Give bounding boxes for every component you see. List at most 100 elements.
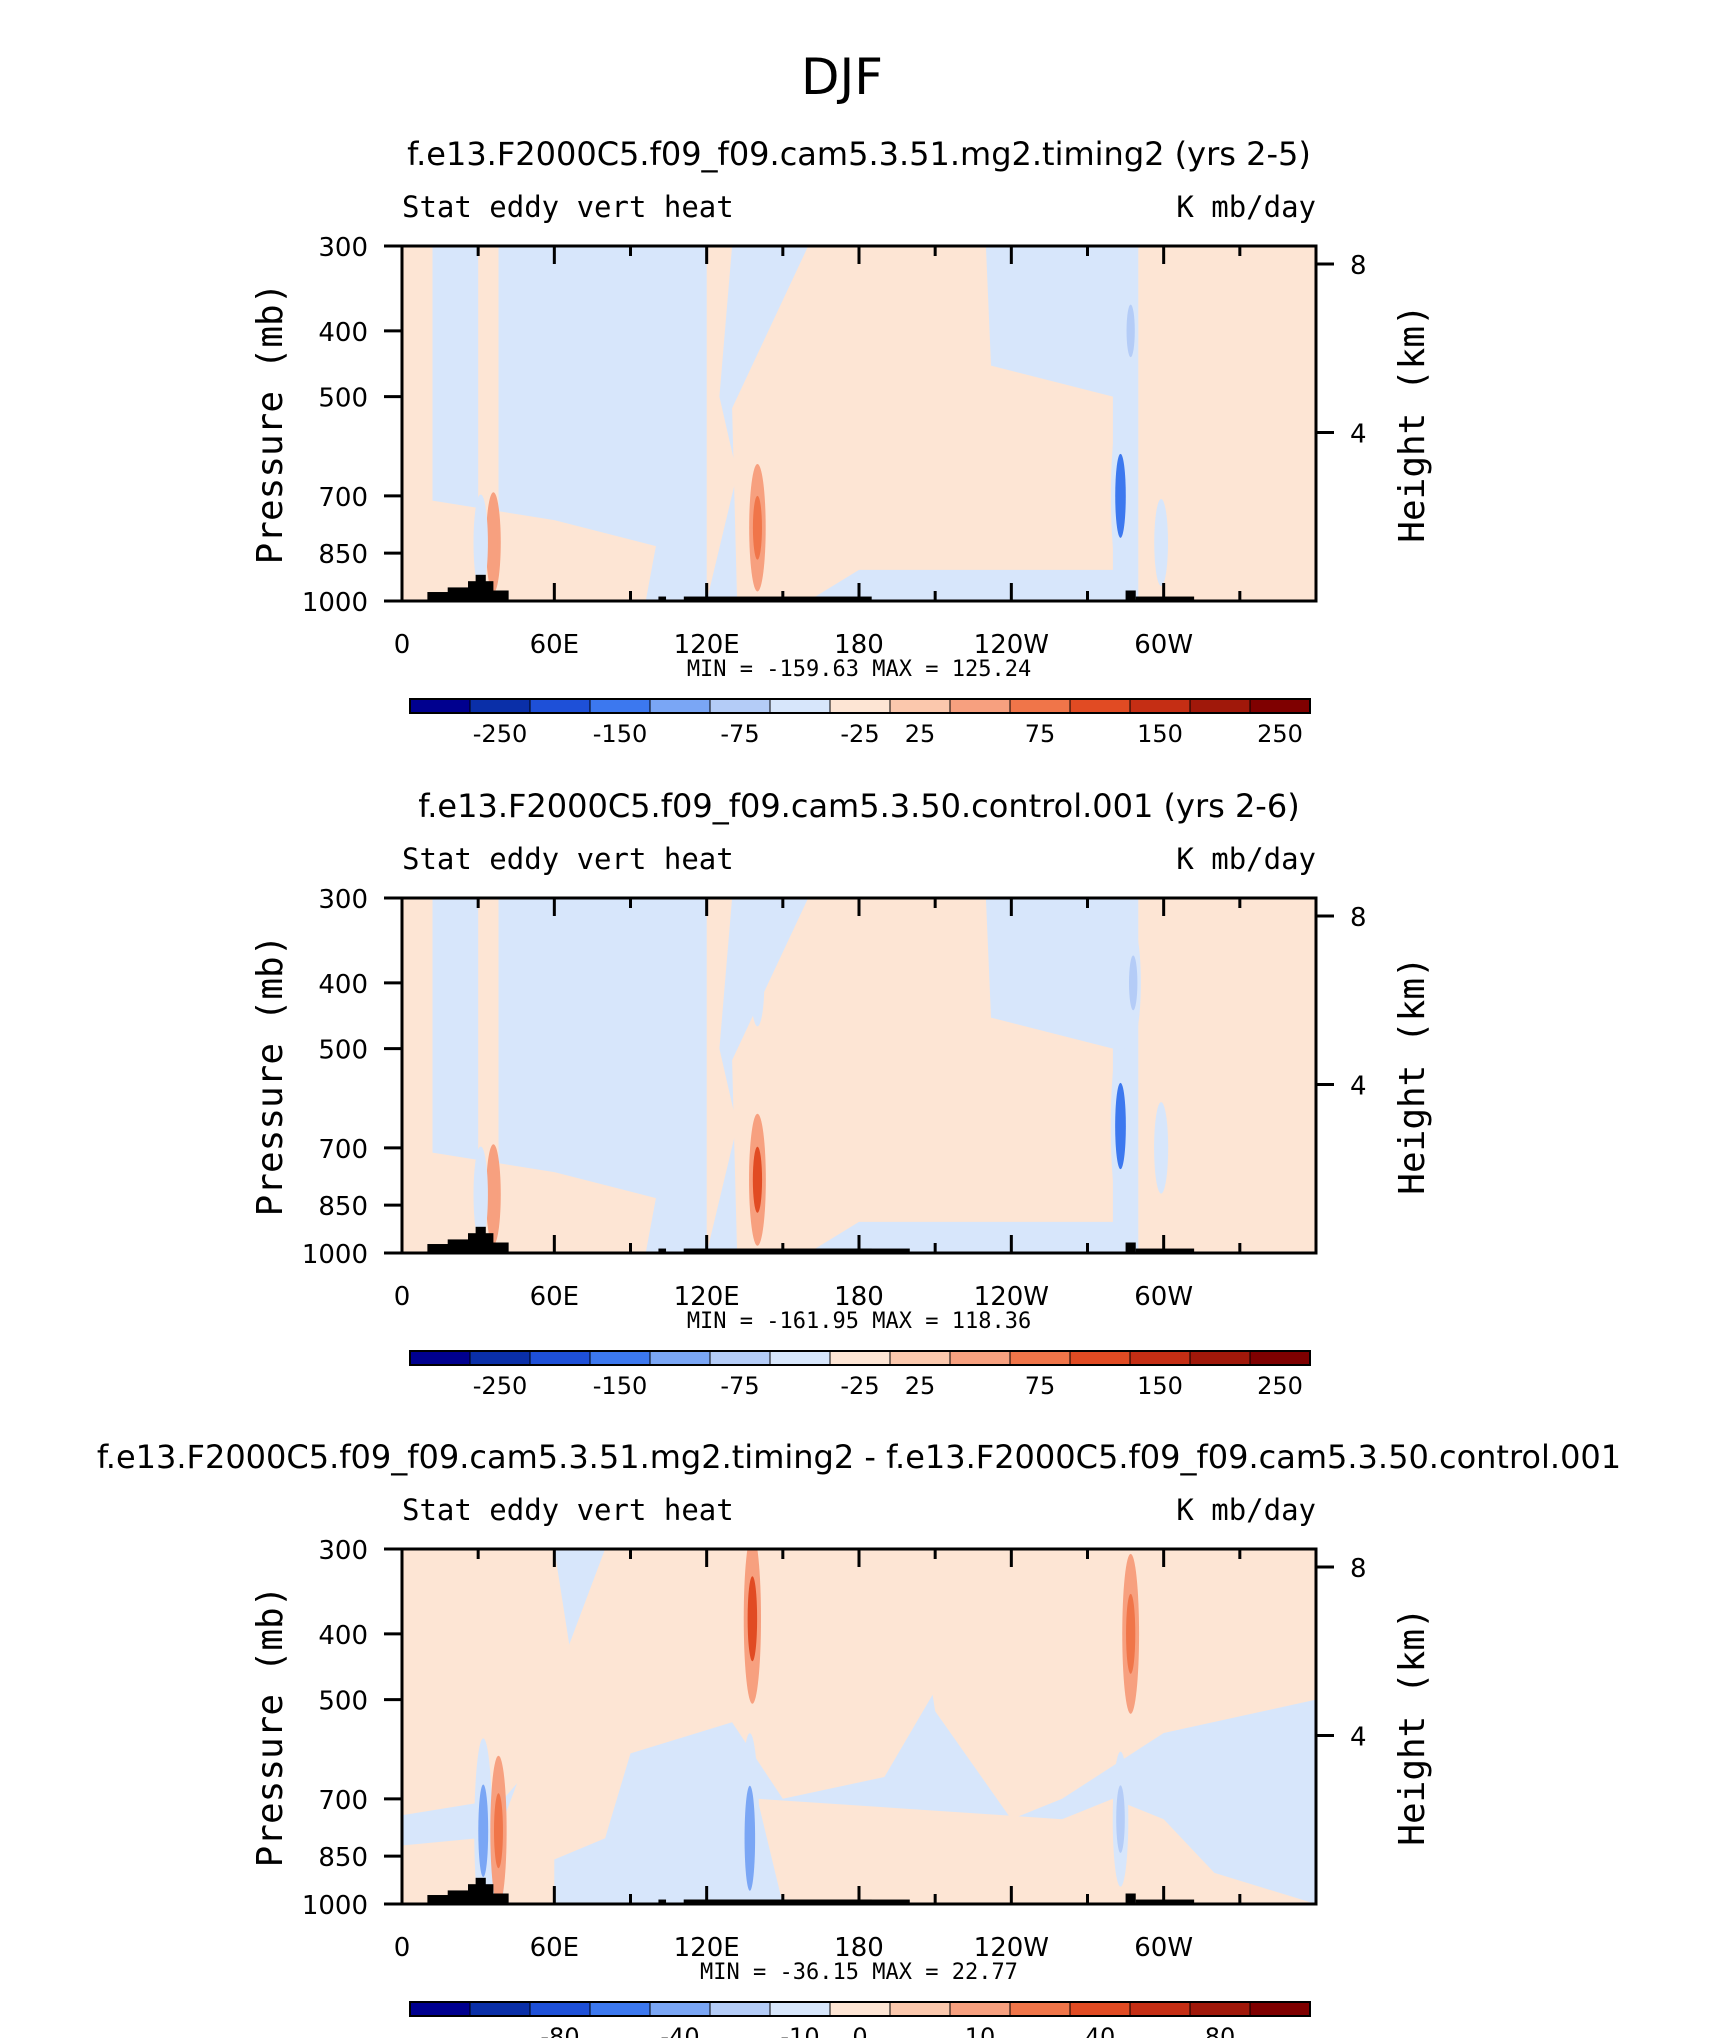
colorbar-label: 0 <box>852 2023 867 2038</box>
colorbar-label: -150 <box>593 1372 647 1400</box>
x-tick-label: 120W <box>974 1282 1049 1312</box>
colorbar-box <box>469 2001 531 2017</box>
colorbar-label: 25 <box>905 1372 936 1400</box>
colorbar-label: -25 <box>840 720 879 748</box>
colorbar-label: 40 <box>1085 2023 1116 2038</box>
terrain-block <box>1125 1893 1136 1904</box>
contour-feature-core <box>493 1793 503 1869</box>
colorbar-box <box>409 1350 471 1366</box>
y-axis-label: Pressure (mb) <box>250 283 291 565</box>
x-tick-label: 120E <box>674 1933 740 1963</box>
colorbar-box <box>1189 698 1251 714</box>
colorbar-label: 150 <box>1137 720 1183 748</box>
y-tick-label: 850 <box>318 540 368 570</box>
colorbar-box <box>1009 2001 1071 2017</box>
colorbar-label: -25 <box>840 1372 879 1400</box>
contour-feature-core <box>1128 955 1138 1011</box>
colorbar-box <box>589 698 651 714</box>
positive-region <box>1138 898 1316 1253</box>
colorbar-box <box>1249 698 1311 714</box>
colorbar-box <box>769 2001 831 2017</box>
y-tick-label: 850 <box>318 1192 368 1222</box>
colorbar-box <box>949 698 1011 714</box>
colorbar-box <box>409 698 471 714</box>
contour-feature-core <box>1126 304 1135 358</box>
contour-feature-core <box>747 1576 758 1662</box>
colorbar-box <box>1189 1350 1251 1366</box>
figure-title: DJF <box>801 48 883 106</box>
terrain-block <box>490 1893 509 1904</box>
colorbar-label: 75 <box>1025 1372 1056 1400</box>
colorbar-label: 10 <box>965 2023 996 2038</box>
y-tick-label: 500 <box>318 384 368 414</box>
colorbar-box <box>1249 2001 1311 2017</box>
contour-feature-core <box>1115 1082 1126 1170</box>
x-tick-label: 120W <box>974 630 1049 660</box>
terrain-block <box>475 1226 486 1253</box>
y2-tick-label: 8 <box>1350 1554 1367 1584</box>
x-tick-label: 60W <box>1134 1282 1193 1312</box>
contour-feature-core <box>1126 1593 1136 1674</box>
y2-tick-label: 8 <box>1350 903 1367 933</box>
colorbar-box <box>649 1350 711 1366</box>
min-max-stats: MIN = -161.95 MAX = 118.36 <box>687 1309 1031 1334</box>
colorbar-box <box>949 2001 1011 2017</box>
terrain-block <box>475 1877 486 1904</box>
colorbar-box <box>829 698 891 714</box>
colorbar-box <box>889 1350 951 1366</box>
colorbar-label: 150 <box>1137 1372 1183 1400</box>
colorbar-box <box>709 2001 771 2017</box>
contour-feature-core <box>489 1169 498 1220</box>
y-tick-label: 400 <box>318 1621 368 1651</box>
terrain-block <box>447 1239 474 1253</box>
colorbar-box <box>649 698 711 714</box>
colorbar-box <box>589 1350 651 1366</box>
x-tick-label: 0 <box>394 630 411 660</box>
colorbar-box <box>1009 1350 1071 1366</box>
colorbar-box <box>589 2001 651 2017</box>
terrain-block <box>490 1242 509 1253</box>
colorbar-box <box>829 2001 891 2017</box>
colorbar-box <box>829 1350 891 1366</box>
colorbar-box <box>529 1350 591 1366</box>
colorbar-label: -250 <box>473 1372 527 1400</box>
x-tick-label: 0 <box>394 1933 411 1963</box>
colorbar-box <box>409 2001 471 2017</box>
terrain-block <box>447 1890 474 1904</box>
contour-feature-core <box>752 1146 763 1213</box>
colorbar-box <box>949 1350 1011 1366</box>
colorbar-label: -10 <box>780 2023 819 2038</box>
colorbar-label: 80 <box>1205 2023 1236 2038</box>
colorbar-label: 250 <box>1257 720 1303 748</box>
y-tick-label: 700 <box>318 483 368 513</box>
terrain-block <box>683 596 783 601</box>
terrain-block <box>782 596 872 601</box>
colorbar-box <box>1129 698 1191 714</box>
x-tick-label: 0 <box>394 1282 411 1312</box>
panel-3: f.e13.F2000C5.f09_f09.cam5.3.51.mg2.timi… <box>97 1438 1621 2038</box>
colorbar-label: 25 <box>905 720 936 748</box>
contour-field <box>402 898 1316 1253</box>
variable-label: Stat eddy vert heat <box>402 842 734 876</box>
y-tick-label: 300 <box>318 885 368 915</box>
contour-feature-core <box>478 1784 489 1877</box>
colorbar-label: -250 <box>473 720 527 748</box>
y-tick-label: 1000 <box>302 1891 368 1921</box>
colorbar-label: 250 <box>1257 1372 1303 1400</box>
colorbar-box <box>769 1350 831 1366</box>
colorbar-box <box>1189 2001 1251 2017</box>
colorbar-box <box>649 2001 711 2017</box>
x-tick-label: 120W <box>974 1933 1049 1963</box>
y-axis-label: Pressure (mb) <box>250 935 291 1217</box>
x-tick-label: 180 <box>834 1282 884 1312</box>
terrain-block <box>658 1248 667 1253</box>
colorbar-label: -40 <box>660 2023 699 2038</box>
terrain-block <box>1125 590 1136 601</box>
contour-feature-core <box>1115 453 1126 538</box>
colorbar-frame <box>409 2001 1311 2017</box>
y-tick-label: 500 <box>318 1687 368 1717</box>
colorbar-frame <box>409 698 1311 714</box>
contour-field <box>402 1549 1316 1904</box>
colorbar-box <box>769 698 831 714</box>
